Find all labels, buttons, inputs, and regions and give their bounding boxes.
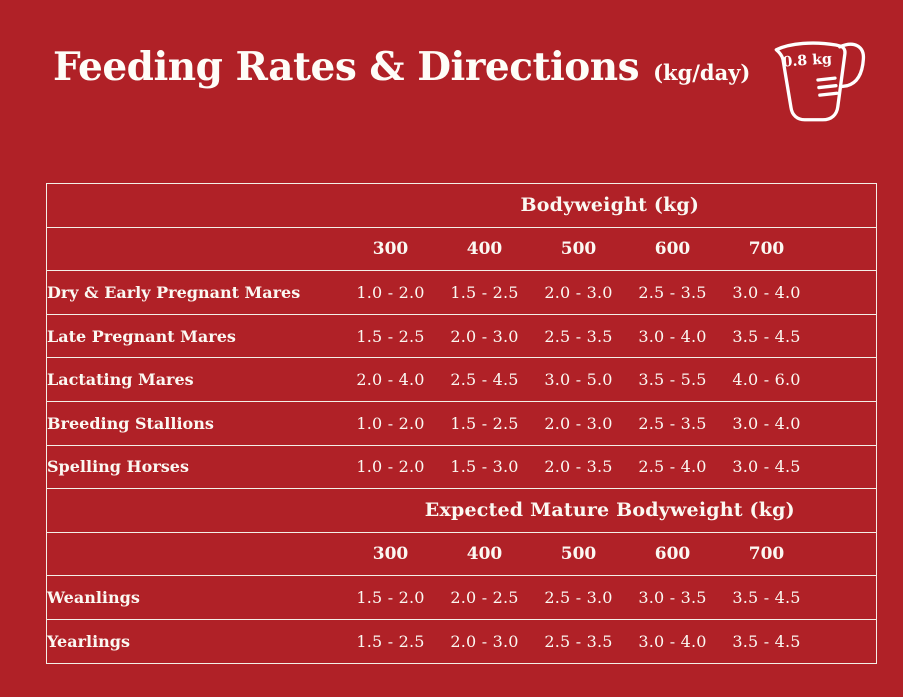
- table-row: Lactating Mares 2.0 - 4.0 2.5 - 4.5 3.0 …: [46, 357, 877, 402]
- cell-value: 2.5 - 4.0: [625, 444, 720, 490]
- page-title: Feeding Rates & Directions: [53, 44, 640, 90]
- column-header: 700: [719, 531, 814, 577]
- cell-value: 2.5 - 3.5: [531, 618, 626, 664]
- cell-value: 4.0 - 6.0: [719, 357, 814, 402]
- filler-cell: [813, 618, 877, 664]
- table-row: Spelling Horses 1.0 - 2.0 1.5 - 3.0 2.0 …: [46, 444, 877, 490]
- cell-value: 3.5 - 4.5: [719, 575, 814, 620]
- row-label: Late Pregnant Mares: [46, 313, 344, 359]
- cell-value: 3.0 - 4.0: [719, 270, 814, 315]
- cell-value: 2.0 - 4.0: [343, 357, 438, 402]
- cell-value: 1.5 - 2.5: [437, 400, 532, 446]
- empty-cell: [46, 226, 344, 272]
- feeding-rates-table: Bodyweight (kg) 300 400 500 600 700 Dry …: [46, 183, 878, 664]
- cell-value: 2.0 - 2.5: [437, 575, 532, 620]
- measuring-cup-icon: 0.8 kg: [774, 41, 866, 122]
- page-title-unit: (kg/day): [653, 60, 751, 85]
- section1-header-row: Bodyweight (kg): [46, 183, 877, 228]
- empty-cell: [46, 183, 344, 228]
- cell-value: 3.0 - 4.0: [625, 618, 720, 664]
- row-label: Breeding Stallions: [46, 400, 344, 446]
- cell-value: 3.0 - 4.0: [719, 400, 814, 446]
- column-header: 400: [437, 531, 532, 577]
- cell-value: 2.0 - 3.0: [437, 313, 532, 359]
- table-row: Dry & Early Pregnant Mares 1.0 - 2.0 1.5…: [46, 270, 877, 315]
- table-row: Yearlings 1.5 - 2.5 2.0 - 3.0 2.5 - 3.5 …: [46, 618, 877, 664]
- cell-value: 2.0 - 3.0: [531, 270, 626, 315]
- column-header: 500: [531, 531, 626, 577]
- cell-value: 3.5 - 4.5: [719, 313, 814, 359]
- column-header: 300: [343, 226, 438, 272]
- cell-value: 2.5 - 3.0: [531, 575, 626, 620]
- filler-cell: [813, 444, 877, 490]
- section2-header-row: Expected Mature Bodyweight (kg): [46, 488, 877, 533]
- cell-value: 2.5 - 3.5: [625, 400, 720, 446]
- row-label: Yearlings: [46, 618, 344, 664]
- empty-cell: [46, 531, 344, 577]
- cup-handle: [838, 42, 866, 89]
- cell-value: 2.5 - 3.5: [625, 270, 720, 315]
- cell-value: 3.0 - 5.0: [531, 357, 626, 402]
- filler-cell: [813, 531, 877, 577]
- cell-value: 1.5 - 3.0: [437, 444, 532, 490]
- cell-value: 1.5 - 2.0: [343, 575, 438, 620]
- section1-column-header-row: 300 400 500 600 700: [46, 226, 877, 272]
- cell-value: 2.5 - 4.5: [437, 357, 532, 402]
- column-header: 300: [343, 531, 438, 577]
- filler-cell: [813, 226, 877, 272]
- section1-header: Bodyweight (kg): [343, 183, 877, 228]
- column-header: 600: [625, 531, 720, 577]
- cup-label: 0.8 kg: [782, 51, 832, 70]
- row-label: Weanlings: [46, 575, 344, 620]
- cell-value: 1.0 - 2.0: [343, 400, 438, 446]
- table-row: Weanlings 1.5 - 2.0 2.0 - 2.5 2.5 - 3.0 …: [46, 575, 877, 620]
- cell-value: 1.5 - 2.5: [437, 270, 532, 315]
- table-row: Late Pregnant Mares 1.5 - 2.5 2.0 - 3.0 …: [46, 313, 877, 359]
- section2-header: Expected Mature Bodyweight (kg): [343, 488, 877, 533]
- cell-value: 3.0 - 3.5: [625, 575, 720, 620]
- cell-value: 2.0 - 3.0: [531, 400, 626, 446]
- cell-value: 3.0 - 4.0: [625, 313, 720, 359]
- filler-cell: [813, 575, 877, 620]
- column-header: 600: [625, 226, 720, 272]
- row-label: Dry & Early Pregnant Mares: [46, 270, 344, 315]
- cell-value: 1.5 - 2.5: [343, 313, 438, 359]
- table-row: Breeding Stallions 1.0 - 2.0 1.5 - 2.5 2…: [46, 400, 877, 446]
- cup-measure-lines: [816, 76, 839, 97]
- row-label: Spelling Horses: [46, 444, 344, 490]
- column-header: 400: [437, 226, 532, 272]
- cup-body: [774, 41, 847, 122]
- filler-cell: [813, 357, 877, 402]
- page-header: Feeding Rates & Directions (kg/day): [53, 44, 750, 90]
- cell-value: 2.0 - 3.5: [531, 444, 626, 490]
- column-header: 700: [719, 226, 814, 272]
- cell-value: 3.5 - 4.5: [719, 618, 814, 664]
- cell-value: 1.5 - 2.5: [343, 618, 438, 664]
- cell-value: 2.5 - 3.5: [531, 313, 626, 359]
- section2-column-header-row: 300 400 500 600 700: [46, 531, 877, 577]
- cell-value: 1.0 - 2.0: [343, 444, 438, 490]
- filler-cell: [813, 313, 877, 359]
- cell-value: 1.0 - 2.0: [343, 270, 438, 315]
- cell-value: 2.0 - 3.0: [437, 618, 532, 664]
- column-header: 500: [531, 226, 626, 272]
- empty-cell: [46, 488, 344, 533]
- filler-cell: [813, 270, 877, 315]
- cell-value: 3.0 - 4.5: [719, 444, 814, 490]
- cell-value: 3.5 - 5.5: [625, 357, 720, 402]
- row-label: Lactating Mares: [46, 357, 344, 402]
- filler-cell: [813, 400, 877, 446]
